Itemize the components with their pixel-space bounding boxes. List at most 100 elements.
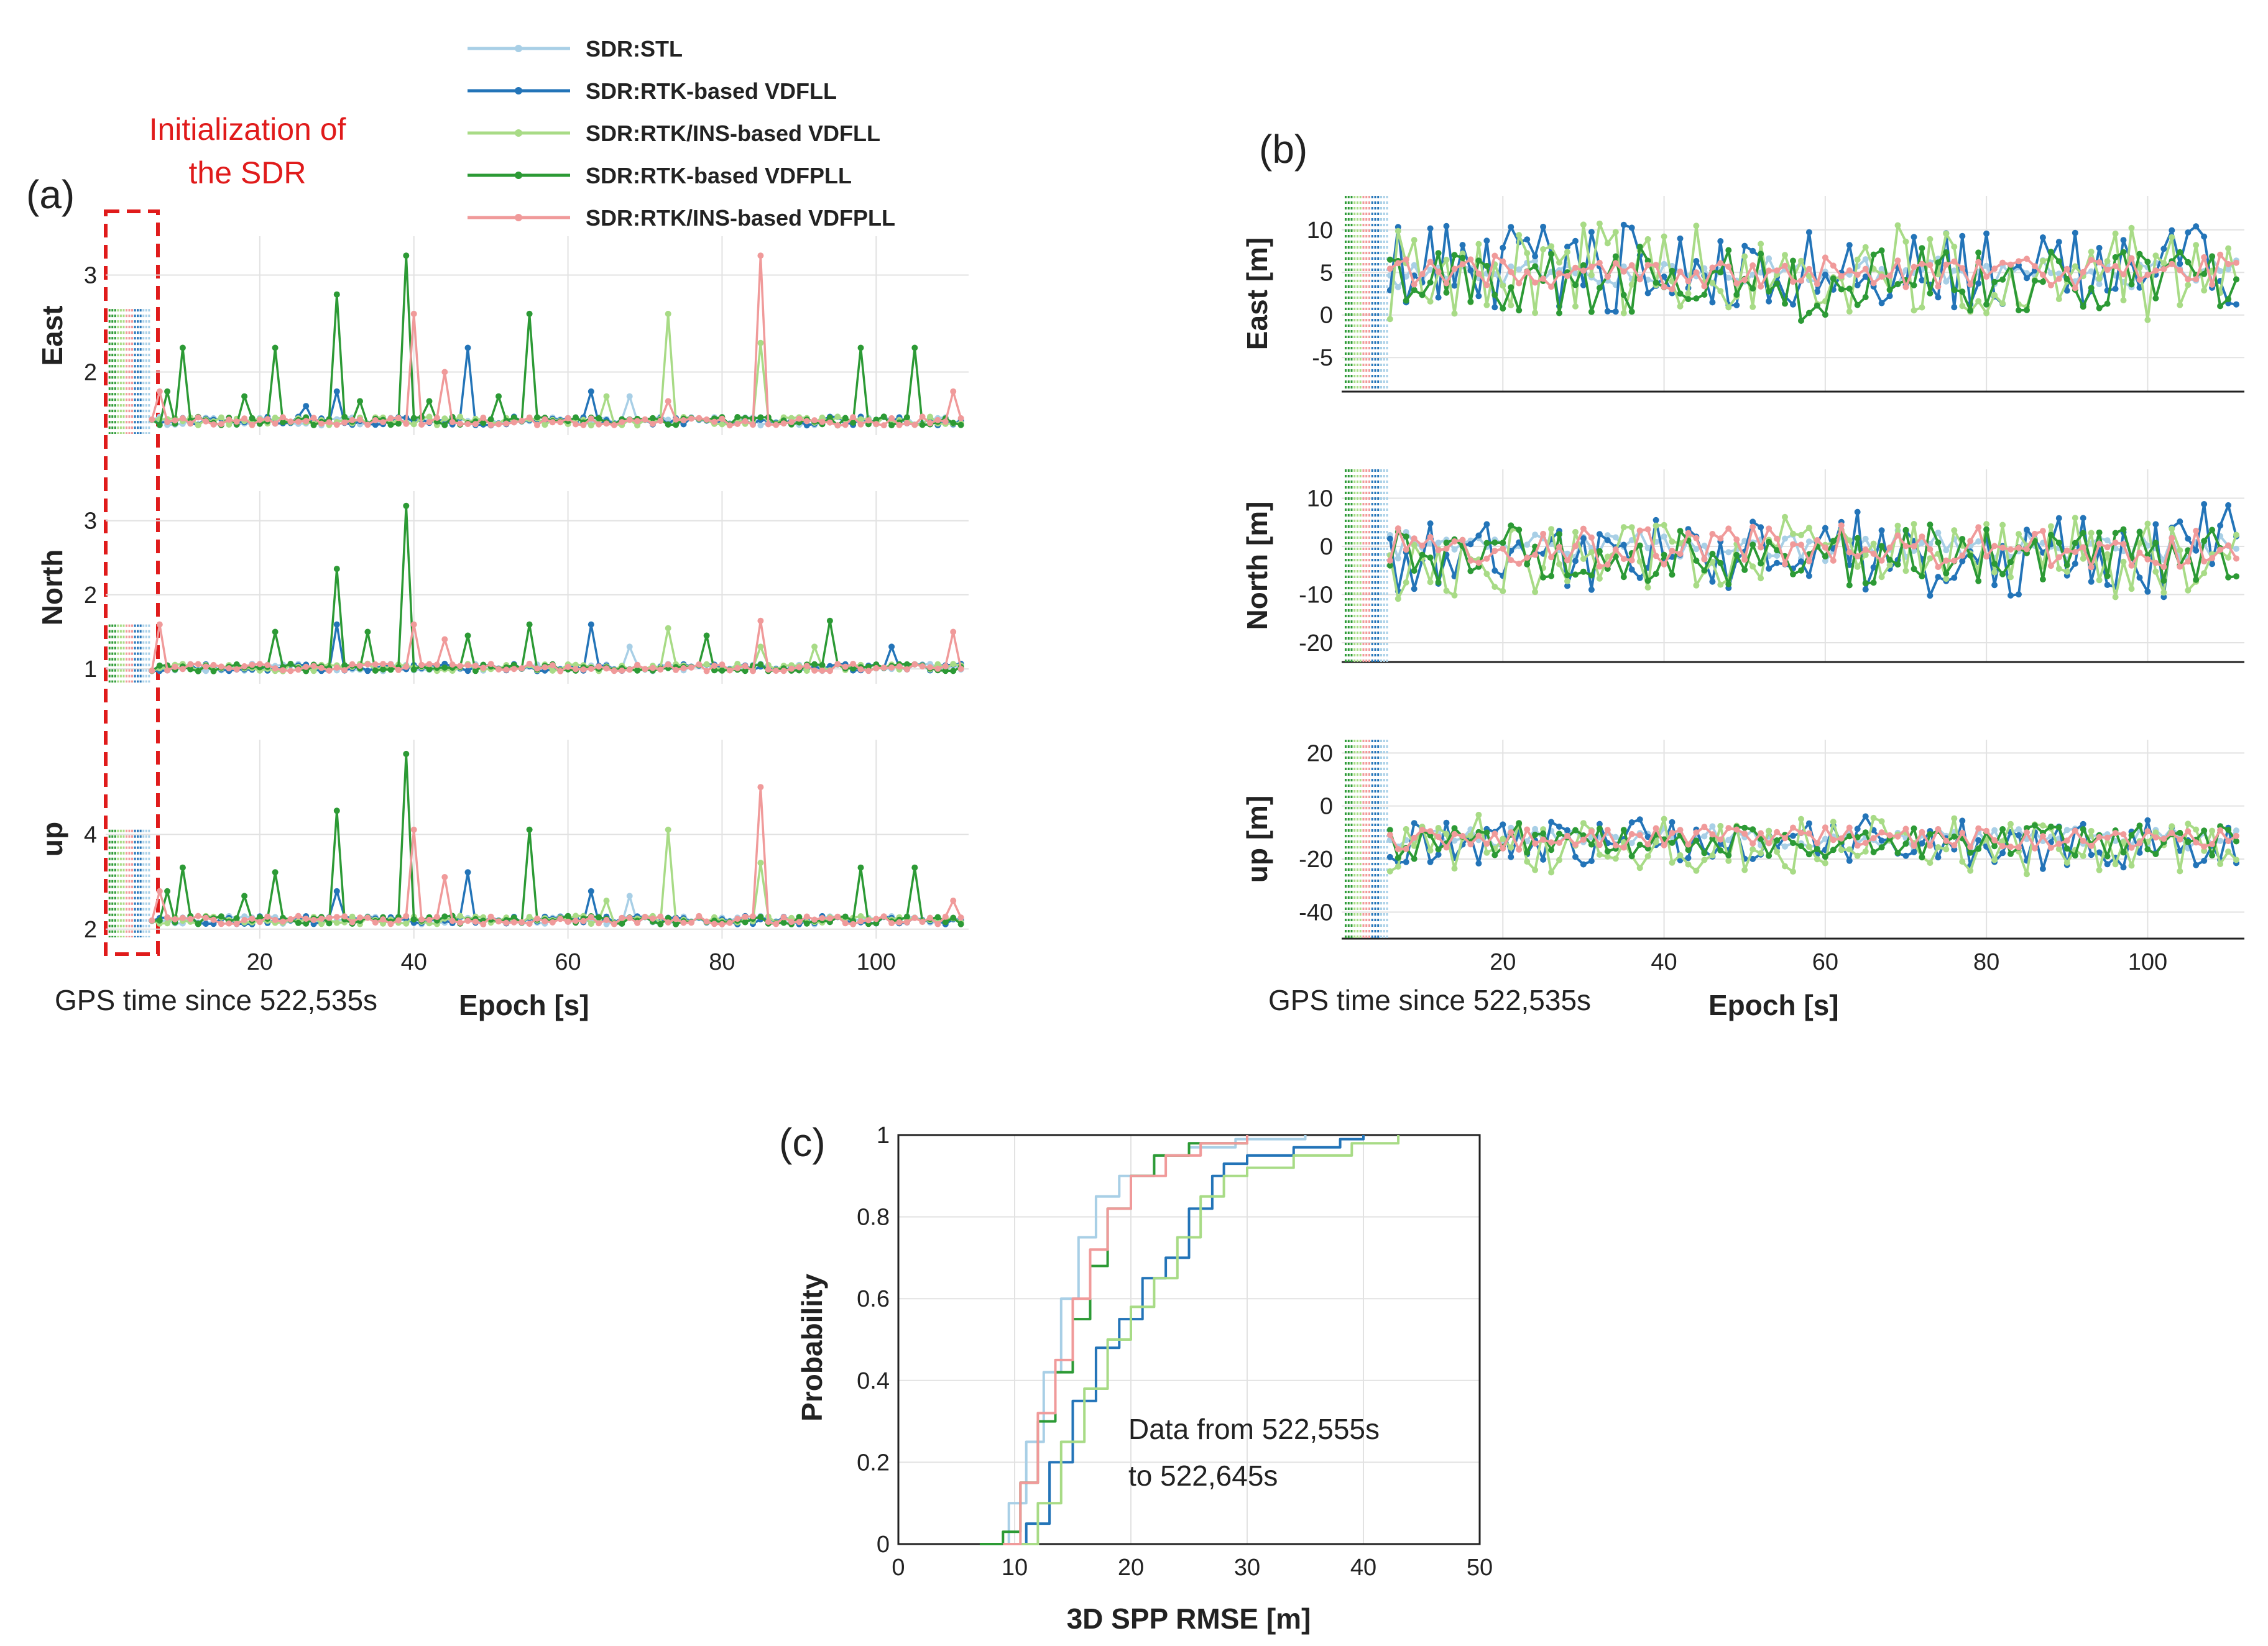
panel-a-north-sdr-rtk-based-vdfll-point <box>464 668 471 674</box>
panel-b-east-m-sdr-rtk-based-vdfpll-point <box>1959 288 1966 295</box>
panel-b-east-m-sdr-stl-point <box>2088 268 2095 275</box>
panel-a-east-sdr-rtk-ins-based-vdfpll-point <box>888 415 895 421</box>
panel-b-up-m-sdr-rtk-ins-based-vdfll-point <box>1725 857 1732 864</box>
panel-b-east-m-sdr-rtk-based-vdfll-point <box>1983 230 1990 237</box>
panel-a-east-sdr-rtk-ins-based-vdfpll-point <box>942 418 949 425</box>
panel-b-up-m-sdr-rtk-based-vdfpll-point <box>1620 827 1627 834</box>
panel-a-east-sdr-rtk-ins-based-vdfpll-point <box>433 415 440 421</box>
panel-b-north-m-sdr-rtk-based-vdfll-point <box>1749 518 1756 525</box>
panel-a-up-sdr-rtk-ins-based-vdfpll-point <box>179 914 186 921</box>
panel-b-up-m-sdr-rtk-based-vdfll-point <box>1878 837 1885 844</box>
panel-b-up-m-sdr-rtk-ins-based-vdfll-point <box>1500 835 1506 842</box>
panel-b-north-m-sdr-rtk-ins-based-vdfpll-point <box>1878 557 1885 564</box>
panel-b-east-m-sdr-rtk-ins-based-vdfll-line <box>1388 222 2238 321</box>
panel-a-east-sdr-rtk-based-vdfpll-point <box>842 415 849 421</box>
panel-a-north-sdr-rtk-based-vdfpll-point <box>187 666 194 673</box>
panel-a-north-sdr-rtk-ins-based-vdfpll-point <box>642 666 648 673</box>
panel-b-east-m-sdr-rtk-ins-based-vdfpll-point <box>1604 274 1611 280</box>
panel-a-north-sdr-rtk-ins-based-vdfpll-point <box>865 668 872 674</box>
panel-b-east-m-sdr-rtk-based-vdfpll-point <box>2024 306 2030 313</box>
panel-b-north-m-sdr-rtk-ins-based-vdfll-point <box>2128 586 2135 592</box>
panel-b-up-m-sdr-rtk-ins-based-vdfll-point <box>1508 844 1514 851</box>
panel-b-north-m-sdr-rtk-based-vdfpll-point <box>1669 571 1676 578</box>
panel-a-north-sdr-rtk-ins-based-vdfll-point <box>934 661 941 668</box>
panel-b-up-m-sdr-rtk-ins-based-vdfll-point <box>1846 846 1853 853</box>
panel-b-up-m-sdr-rtk-ins-based-vdfpll-point <box>1685 841 1692 848</box>
panel-a-up-sdr-rtk-ins-based-vdfpll-point <box>210 916 217 923</box>
panel-a-north-sdr-rtk-based-vdfpll-point <box>272 628 279 635</box>
panel-a-up-sdr-rtk-ins-based-vdfpll-point <box>487 913 494 920</box>
panel-a-up-sdr-rtk-based-vdfpll-point <box>957 921 964 927</box>
panel-b-east-m-sdr-rtk-based-vdfpll-point <box>1911 282 1917 288</box>
panel-a-east-sdr-rtk-based-vdfpll-point <box>249 415 256 421</box>
panel-a-north-sdr-rtk-based-vdfpll-point <box>942 668 949 674</box>
panel-a-north-sdr-rtk-ins-based-vdfpll-point <box>888 664 895 671</box>
panel-a-east-sdr-rtk-ins-based-vdfpll-point <box>842 421 849 428</box>
panel-a-north-sdr-rtk-ins-based-vdfpll-point <box>657 666 664 673</box>
panel-b-up-m-sdr-rtk-ins-based-vdfpll-point <box>1991 837 1998 844</box>
panel-b-north-m-sdr-rtk-based-vdfll-point <box>1774 559 1781 566</box>
panel-b-up-m-sdr-rtk-ins-based-vdfpll-point <box>1467 841 1474 848</box>
panel-b-up-m-sdr-rtk-ins-based-vdfpll-point <box>1846 824 1853 831</box>
panel-b-east-m-sdr-rtk-based-vdfpll-point <box>2225 296 2232 303</box>
panel-a-north-sdr-rtk-based-vdfpll-point <box>426 666 433 673</box>
panel-b-up-m-sdr-rtk-ins-based-vdfll-point <box>2177 868 2183 875</box>
panel-a-up-sdr-rtk-ins-based-vdfpll-point <box>418 916 425 923</box>
panel-b-north-m-sdr-rtk-ins-based-vdfll-point <box>2160 589 2167 596</box>
panel-a-north-sdr-rtk-ins-based-vdfpll-point <box>410 621 417 628</box>
panel-a-north-sdr-rtk-based-vdfpll-point <box>364 628 371 635</box>
panel-b-up-m-sdr-rtk-ins-based-vdfll-point <box>1451 865 1458 872</box>
panel-a-north-sdr-rtk-ins-based-vdfpll-point <box>596 663 602 670</box>
panel-b-up-m-sdr-rtk-ins-based-vdfpll-point <box>2169 830 2175 837</box>
panel-b-up-m-sdr-rtk-ins-based-vdfll-point <box>1830 819 1837 825</box>
panel-b-east-m-sdr-rtk-based-vdfll-point <box>1508 224 1514 231</box>
panel-b-east-m-sdr-rtk-ins-based-vdfll-point <box>1508 302 1514 309</box>
panel-b-up-m-sdr-rtk-based-vdfpll-point <box>2128 832 2135 839</box>
panel-b-up-m-sdr-rtk-ins-based-vdfpll-point <box>1894 833 1901 840</box>
panel-b-east-m-sdr-rtk-based-vdfll-point <box>1911 234 1917 241</box>
panel-b-east-m-sdr-rtk-ins-based-vdfpll-point <box>1516 280 1523 287</box>
panel-b-up-m-sdr-rtk-ins-based-vdfll-point <box>1959 858 1966 865</box>
panel-a-up-sdr-rtk-based-vdfll-point <box>464 869 471 876</box>
panel-a-up-sdr-rtk-ins-based-vdfpll-point <box>880 913 887 920</box>
panel-a-up-sdr-rtk-ins-based-vdfpll-point <box>164 914 171 921</box>
panel-a-up-sdr-rtk-based-vdfpll-point <box>272 869 279 876</box>
panel-b-up-m-sdr-stl-point <box>1991 827 1998 834</box>
legend-marker-sdr-rtk-ins-based-vdfpll <box>515 214 522 221</box>
panel-a-north-sdr-rtk-based-vdfpll-point <box>819 662 826 668</box>
panel-b-north-m-sdr-rtk-ins-based-vdfpll-point <box>1394 525 1401 532</box>
panel-a-up-sdr-rtk-based-vdfpll-point <box>195 921 201 927</box>
panel-c-xlabel: 3D SPP RMSE [m] <box>1067 1602 1311 1635</box>
panel-a-up-sdr-rtk-ins-based-vdfpll-point <box>657 913 664 920</box>
panel-b-up-m-sdr-rtk-ins-based-vdfll-point <box>1427 847 1434 854</box>
panel-b-up-m-sdr-rtk-ins-based-vdfpll-point <box>1886 832 1893 839</box>
panel-b-up-m-sdr-rtk-ins-based-vdfll-point <box>2024 871 2030 878</box>
panel-b-east-m-sdr-rtk-ins-based-vdfpll-point <box>1878 274 1885 280</box>
panel-b-up-m-sdr-rtk-ins-based-vdfpll-point <box>1403 845 1409 852</box>
panel-a-up-sdr-rtk-ins-based-vdfll-point <box>457 913 464 919</box>
panel-b-east-m-sdr-rtk-ins-based-vdfpll-point <box>1386 265 1393 272</box>
panel-b-north-m-sdr-rtk-based-vdfll-point <box>2136 574 2143 581</box>
panel-b-east-m-sdr-stl-point <box>1532 257 1539 264</box>
panel-b-up-m-sdr-rtk-ins-based-vdfpll-point <box>2209 841 2216 847</box>
panel-b-up-m-sdr-rtk-ins-based-vdfpll-point <box>2201 844 2208 850</box>
panel-a-north-sdr-rtk-ins-based-vdfpll-point <box>542 664 548 671</box>
panel-b-up-m-sdr-rtk-ins-based-vdfll-point <box>1669 859 1676 866</box>
panel-b-north-m-sdr-rtk-based-vdfll-point <box>2024 526 2030 533</box>
panel-b-north-m-sdr-rtk-based-vdfll-point <box>1951 574 1958 581</box>
panel-b-up-m-sdr-rtk-ins-based-vdfpll-point <box>1822 824 1828 831</box>
panel-b-north-m-sdr-rtk-ins-based-vdfll-point <box>1443 587 1450 594</box>
panel-b-north-m-sdr-rtk-ins-based-vdfpll-point <box>2201 558 2208 565</box>
panel-b-east-m-sdr-rtk-based-vdfpll-point <box>1919 245 1925 252</box>
panel-a-north-sdr-rtk-ins-based-vdfpll-point <box>842 663 849 670</box>
panel-b-east-m-sdr-rtk-ins-based-vdfpll-point <box>1798 277 1804 284</box>
panel-b-up-m-sdr-rtk-ins-based-vdfll-point <box>1838 847 1845 853</box>
panel-b-east-m-sdr-rtk-based-vdfpll-point <box>1701 292 1708 298</box>
panel-b-east-m-sdr-rtk-based-vdfll-point <box>1443 223 1450 229</box>
panel-a-up-sdr-rtk-based-vdfpll-point <box>303 920 310 927</box>
panel-a-north-sdr-rtk-ins-based-vdfpll-point <box>927 664 933 671</box>
panel-b-east-m-sdr-rtk-ins-based-vdfll-point <box>1620 310 1627 316</box>
panel-b-north-m-sdr-rtk-ins-based-vdfll-point <box>1588 549 1595 556</box>
panel-a-north-sdr-rtk-ins-based-vdfpll-point <box>156 621 163 628</box>
